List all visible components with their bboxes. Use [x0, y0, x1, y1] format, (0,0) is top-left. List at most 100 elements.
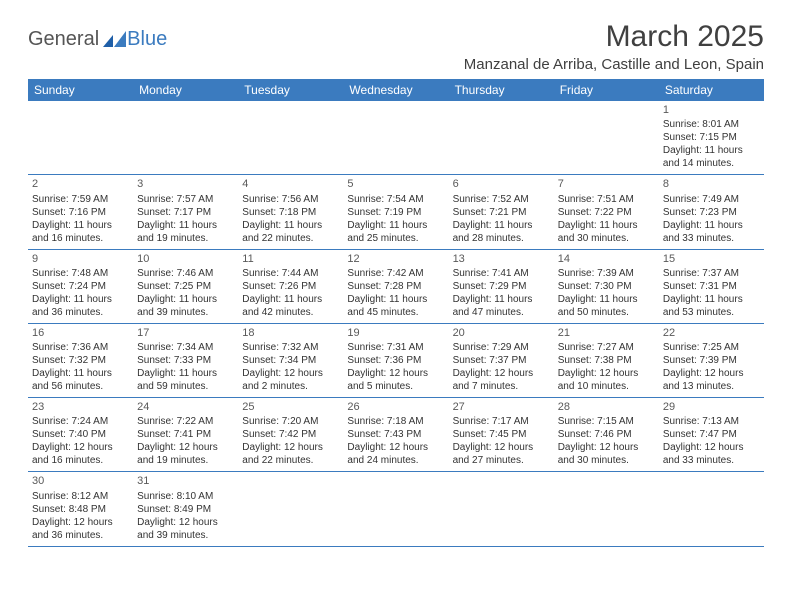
day-number: 4: [242, 177, 339, 191]
logo-text-blue: Blue: [127, 28, 167, 51]
calendar-cell: 15Sunrise: 7:37 AMSunset: 7:31 PMDayligh…: [659, 249, 764, 323]
calendar-cell: 22Sunrise: 7:25 AMSunset: 7:39 PMDayligh…: [659, 323, 764, 397]
sunrise-line: Sunrise: 7:59 AM: [32, 193, 129, 206]
sunset-line: Sunset: 7:46 PM: [558, 428, 655, 441]
calendar-cell: 6Sunrise: 7:52 AMSunset: 7:21 PMDaylight…: [449, 175, 554, 249]
month-title: March 2025: [464, 20, 764, 54]
sunset-line: Sunset: 7:22 PM: [558, 206, 655, 219]
sunrise-line: Sunrise: 7:37 AM: [663, 267, 760, 280]
sunrise-line: Sunrise: 7:18 AM: [347, 415, 444, 428]
sunrise-line: Sunrise: 7:15 AM: [558, 415, 655, 428]
calendar-cell: 29Sunrise: 7:13 AMSunset: 7:47 PMDayligh…: [659, 398, 764, 472]
sunrise-line: Sunrise: 7:36 AM: [32, 341, 129, 354]
day-number: 15: [663, 252, 760, 266]
sunset-line: Sunset: 7:17 PM: [137, 206, 234, 219]
calendar-cell: [449, 101, 554, 175]
calendar-cell: 12Sunrise: 7:42 AMSunset: 7:28 PMDayligh…: [343, 249, 448, 323]
daylight-line: Daylight: 11 hours and 16 minutes.: [32, 219, 129, 245]
calendar-cell: [238, 472, 343, 546]
sunset-line: Sunset: 7:43 PM: [347, 428, 444, 441]
day-number: 30: [32, 474, 129, 488]
sunset-line: Sunset: 7:25 PM: [137, 280, 234, 293]
calendar-cell: 2Sunrise: 7:59 AMSunset: 7:16 PMDaylight…: [28, 175, 133, 249]
calendar-header-row: SundayMondayTuesdayWednesdayThursdayFrid…: [28, 79, 764, 101]
sunrise-line: Sunrise: 7:34 AM: [137, 341, 234, 354]
sunrise-line: Sunrise: 7:32 AM: [242, 341, 339, 354]
calendar-cell: 21Sunrise: 7:27 AMSunset: 7:38 PMDayligh…: [554, 323, 659, 397]
day-number: 2: [32, 177, 129, 191]
sunset-line: Sunset: 7:21 PM: [453, 206, 550, 219]
day-header: Saturday: [659, 79, 764, 101]
calendar-cell: 11Sunrise: 7:44 AMSunset: 7:26 PMDayligh…: [238, 249, 343, 323]
sunset-line: Sunset: 7:15 PM: [663, 131, 760, 144]
header: General Blue March 2025 Manzanal de Arri…: [28, 20, 764, 73]
calendar-cell: 13Sunrise: 7:41 AMSunset: 7:29 PMDayligh…: [449, 249, 554, 323]
sunrise-line: Sunrise: 8:10 AM: [137, 490, 234, 503]
sunset-line: Sunset: 8:49 PM: [137, 503, 234, 516]
day-number: 17: [137, 326, 234, 340]
day-number: 21: [558, 326, 655, 340]
day-header: Sunday: [28, 79, 133, 101]
sunrise-line: Sunrise: 7:49 AM: [663, 193, 760, 206]
day-number: 9: [32, 252, 129, 266]
sunrise-line: Sunrise: 7:22 AM: [137, 415, 234, 428]
day-number: 19: [347, 326, 444, 340]
daylight-line: Daylight: 11 hours and 28 minutes.: [453, 219, 550, 245]
day-number: 10: [137, 252, 234, 266]
sunset-line: Sunset: 7:30 PM: [558, 280, 655, 293]
calendar-cell: 8Sunrise: 7:49 AMSunset: 7:23 PMDaylight…: [659, 175, 764, 249]
sunrise-line: Sunrise: 7:20 AM: [242, 415, 339, 428]
calendar-cell: 27Sunrise: 7:17 AMSunset: 7:45 PMDayligh…: [449, 398, 554, 472]
daylight-line: Daylight: 12 hours and 2 minutes.: [242, 367, 339, 393]
sunrise-line: Sunrise: 8:12 AM: [32, 490, 129, 503]
calendar-cell: 9Sunrise: 7:48 AMSunset: 7:24 PMDaylight…: [28, 249, 133, 323]
sunrise-line: Sunrise: 7:46 AM: [137, 267, 234, 280]
sunrise-line: Sunrise: 7:54 AM: [347, 193, 444, 206]
daylight-line: Daylight: 11 hours and 39 minutes.: [137, 293, 234, 319]
day-number: 7: [558, 177, 655, 191]
sunset-line: Sunset: 7:36 PM: [347, 354, 444, 367]
daylight-line: Daylight: 11 hours and 36 minutes.: [32, 293, 129, 319]
daylight-line: Daylight: 12 hours and 30 minutes.: [558, 441, 655, 467]
day-header: Monday: [133, 79, 238, 101]
daylight-line: Daylight: 11 hours and 25 minutes.: [347, 219, 444, 245]
day-number: 23: [32, 400, 129, 414]
sunrise-line: Sunrise: 7:24 AM: [32, 415, 129, 428]
sunset-line: Sunset: 7:32 PM: [32, 354, 129, 367]
day-number: 26: [347, 400, 444, 414]
sunset-line: Sunset: 7:34 PM: [242, 354, 339, 367]
day-number: 13: [453, 252, 550, 266]
calendar-cell: 7Sunrise: 7:51 AMSunset: 7:22 PMDaylight…: [554, 175, 659, 249]
day-number: 1: [663, 103, 760, 117]
sunrise-line: Sunrise: 7:56 AM: [242, 193, 339, 206]
daylight-line: Daylight: 12 hours and 39 minutes.: [137, 516, 234, 542]
day-number: 3: [137, 177, 234, 191]
sunrise-line: Sunrise: 7:13 AM: [663, 415, 760, 428]
calendar-cell: 3Sunrise: 7:57 AMSunset: 7:17 PMDaylight…: [133, 175, 238, 249]
calendar-cell: 16Sunrise: 7:36 AMSunset: 7:32 PMDayligh…: [28, 323, 133, 397]
calendar-cell: [659, 472, 764, 546]
calendar-cell: 28Sunrise: 7:15 AMSunset: 7:46 PMDayligh…: [554, 398, 659, 472]
sunset-line: Sunset: 7:47 PM: [663, 428, 760, 441]
sunset-line: Sunset: 7:41 PM: [137, 428, 234, 441]
daylight-line: Daylight: 11 hours and 19 minutes.: [137, 219, 234, 245]
day-header: Tuesday: [238, 79, 343, 101]
sunrise-line: Sunrise: 8:01 AM: [663, 118, 760, 131]
day-header: Thursday: [449, 79, 554, 101]
sunset-line: Sunset: 7:31 PM: [663, 280, 760, 293]
calendar-cell: 10Sunrise: 7:46 AMSunset: 7:25 PMDayligh…: [133, 249, 238, 323]
day-number: 14: [558, 252, 655, 266]
day-number: 18: [242, 326, 339, 340]
daylight-line: Daylight: 12 hours and 7 minutes.: [453, 367, 550, 393]
day-number: 27: [453, 400, 550, 414]
day-header: Wednesday: [343, 79, 448, 101]
calendar-cell: 18Sunrise: 7:32 AMSunset: 7:34 PMDayligh…: [238, 323, 343, 397]
calendar-page: General Blue March 2025 Manzanal de Arri…: [0, 0, 792, 567]
sunset-line: Sunset: 7:18 PM: [242, 206, 339, 219]
sunrise-line: Sunrise: 7:42 AM: [347, 267, 444, 280]
calendar-cell: 24Sunrise: 7:22 AMSunset: 7:41 PMDayligh…: [133, 398, 238, 472]
sunset-line: Sunset: 7:19 PM: [347, 206, 444, 219]
daylight-line: Daylight: 12 hours and 19 minutes.: [137, 441, 234, 467]
calendar-cell: 14Sunrise: 7:39 AMSunset: 7:30 PMDayligh…: [554, 249, 659, 323]
sunset-line: Sunset: 7:38 PM: [558, 354, 655, 367]
